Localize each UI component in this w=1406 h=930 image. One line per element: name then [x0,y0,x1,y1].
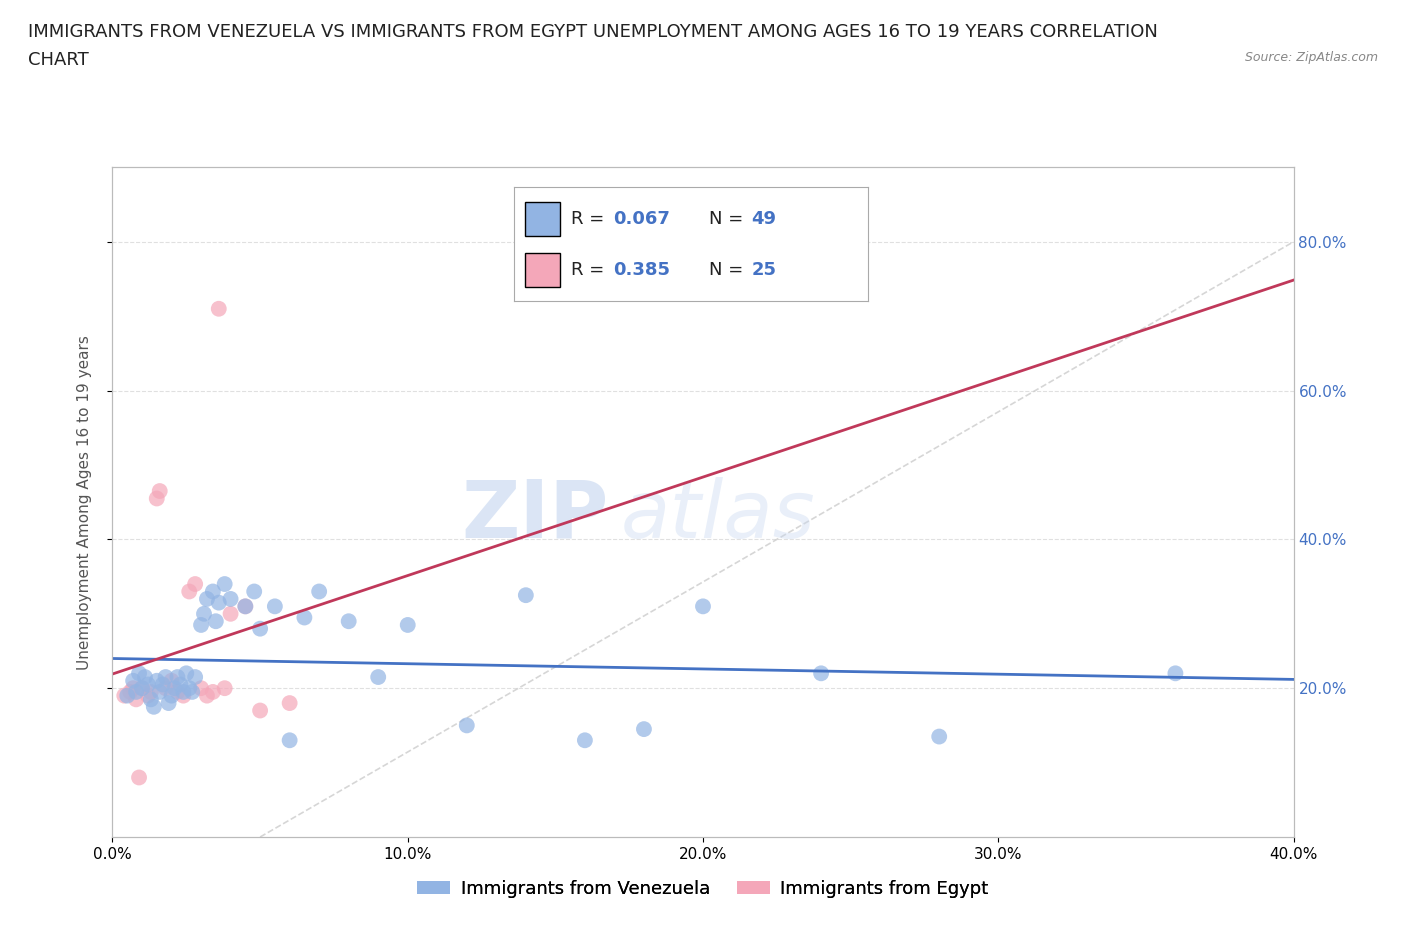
Point [179,584,201,599]
Point [166,684,188,699]
Point [219,606,242,621]
Point [249,703,271,718]
Point [172,684,194,699]
Point [574,733,596,748]
Point [214,577,236,591]
Point [243,584,266,599]
Point [184,577,207,591]
Legend: Immigrants from Venezuela, Immigrants from Egypt: Immigrants from Venezuela, Immigrants fr… [411,872,995,905]
Point [692,599,714,614]
Point [184,670,207,684]
Point [149,484,172,498]
Point [367,670,389,684]
Point [134,670,156,684]
Point [128,666,150,681]
Point [208,595,231,610]
Point [201,684,224,699]
Point [214,681,236,696]
Point [146,491,169,506]
Point [117,688,138,703]
Point [179,681,201,696]
Text: Source: ZipAtlas.com: Source: ZipAtlas.com [1244,51,1378,64]
Point [149,684,172,699]
Point [190,618,212,632]
Point [152,677,174,692]
Text: IMMIGRANTS FROM VENEZUELA VS IMMIGRANTS FROM EGYPT UNEMPLOYMENT AMONG AGES 16 TO: IMMIGRANTS FROM VENEZUELA VS IMMIGRANTS … [28,23,1159,41]
Y-axis label: Unemployment Among Ages 16 to 19 years: Unemployment Among Ages 16 to 19 years [77,335,91,670]
Point [131,681,153,696]
Point [208,301,231,316]
Point [337,614,360,629]
Point [112,688,135,703]
Point [136,677,159,692]
Point [292,610,315,625]
Point [278,733,301,748]
Text: atlas: atlas [620,476,815,554]
Point [125,684,148,699]
Point [139,684,162,699]
Point [201,584,224,599]
Point [456,718,478,733]
Point [136,688,159,703]
Point [193,606,215,621]
Point [219,591,242,606]
Point [155,681,177,696]
Point [157,696,180,711]
Point [125,692,148,707]
Point [142,699,165,714]
Point [155,670,177,684]
Point [633,722,655,737]
Point [139,692,162,707]
Point [928,729,950,744]
Point [169,677,191,692]
Point [195,688,218,703]
Point [233,599,256,614]
Point [190,681,212,696]
Point [172,688,194,703]
Point [278,696,301,711]
Point [160,688,183,703]
Point [146,673,169,688]
Point [308,584,330,599]
Point [181,684,204,699]
Point [205,614,228,629]
Point [163,681,186,696]
Point [166,670,188,684]
Point [1164,666,1187,681]
Point [131,681,153,696]
Point [128,770,150,785]
Point [810,666,832,681]
Text: CHART: CHART [28,51,89,69]
Point [515,588,537,603]
Text: ZIP: ZIP [461,476,609,554]
Point [122,681,145,696]
Point [120,684,142,699]
Point [122,673,145,688]
Point [264,599,287,614]
Point [396,618,419,632]
Point [195,591,218,606]
Point [160,673,183,688]
Point [233,599,256,614]
Point [174,666,197,681]
Point [249,621,271,636]
